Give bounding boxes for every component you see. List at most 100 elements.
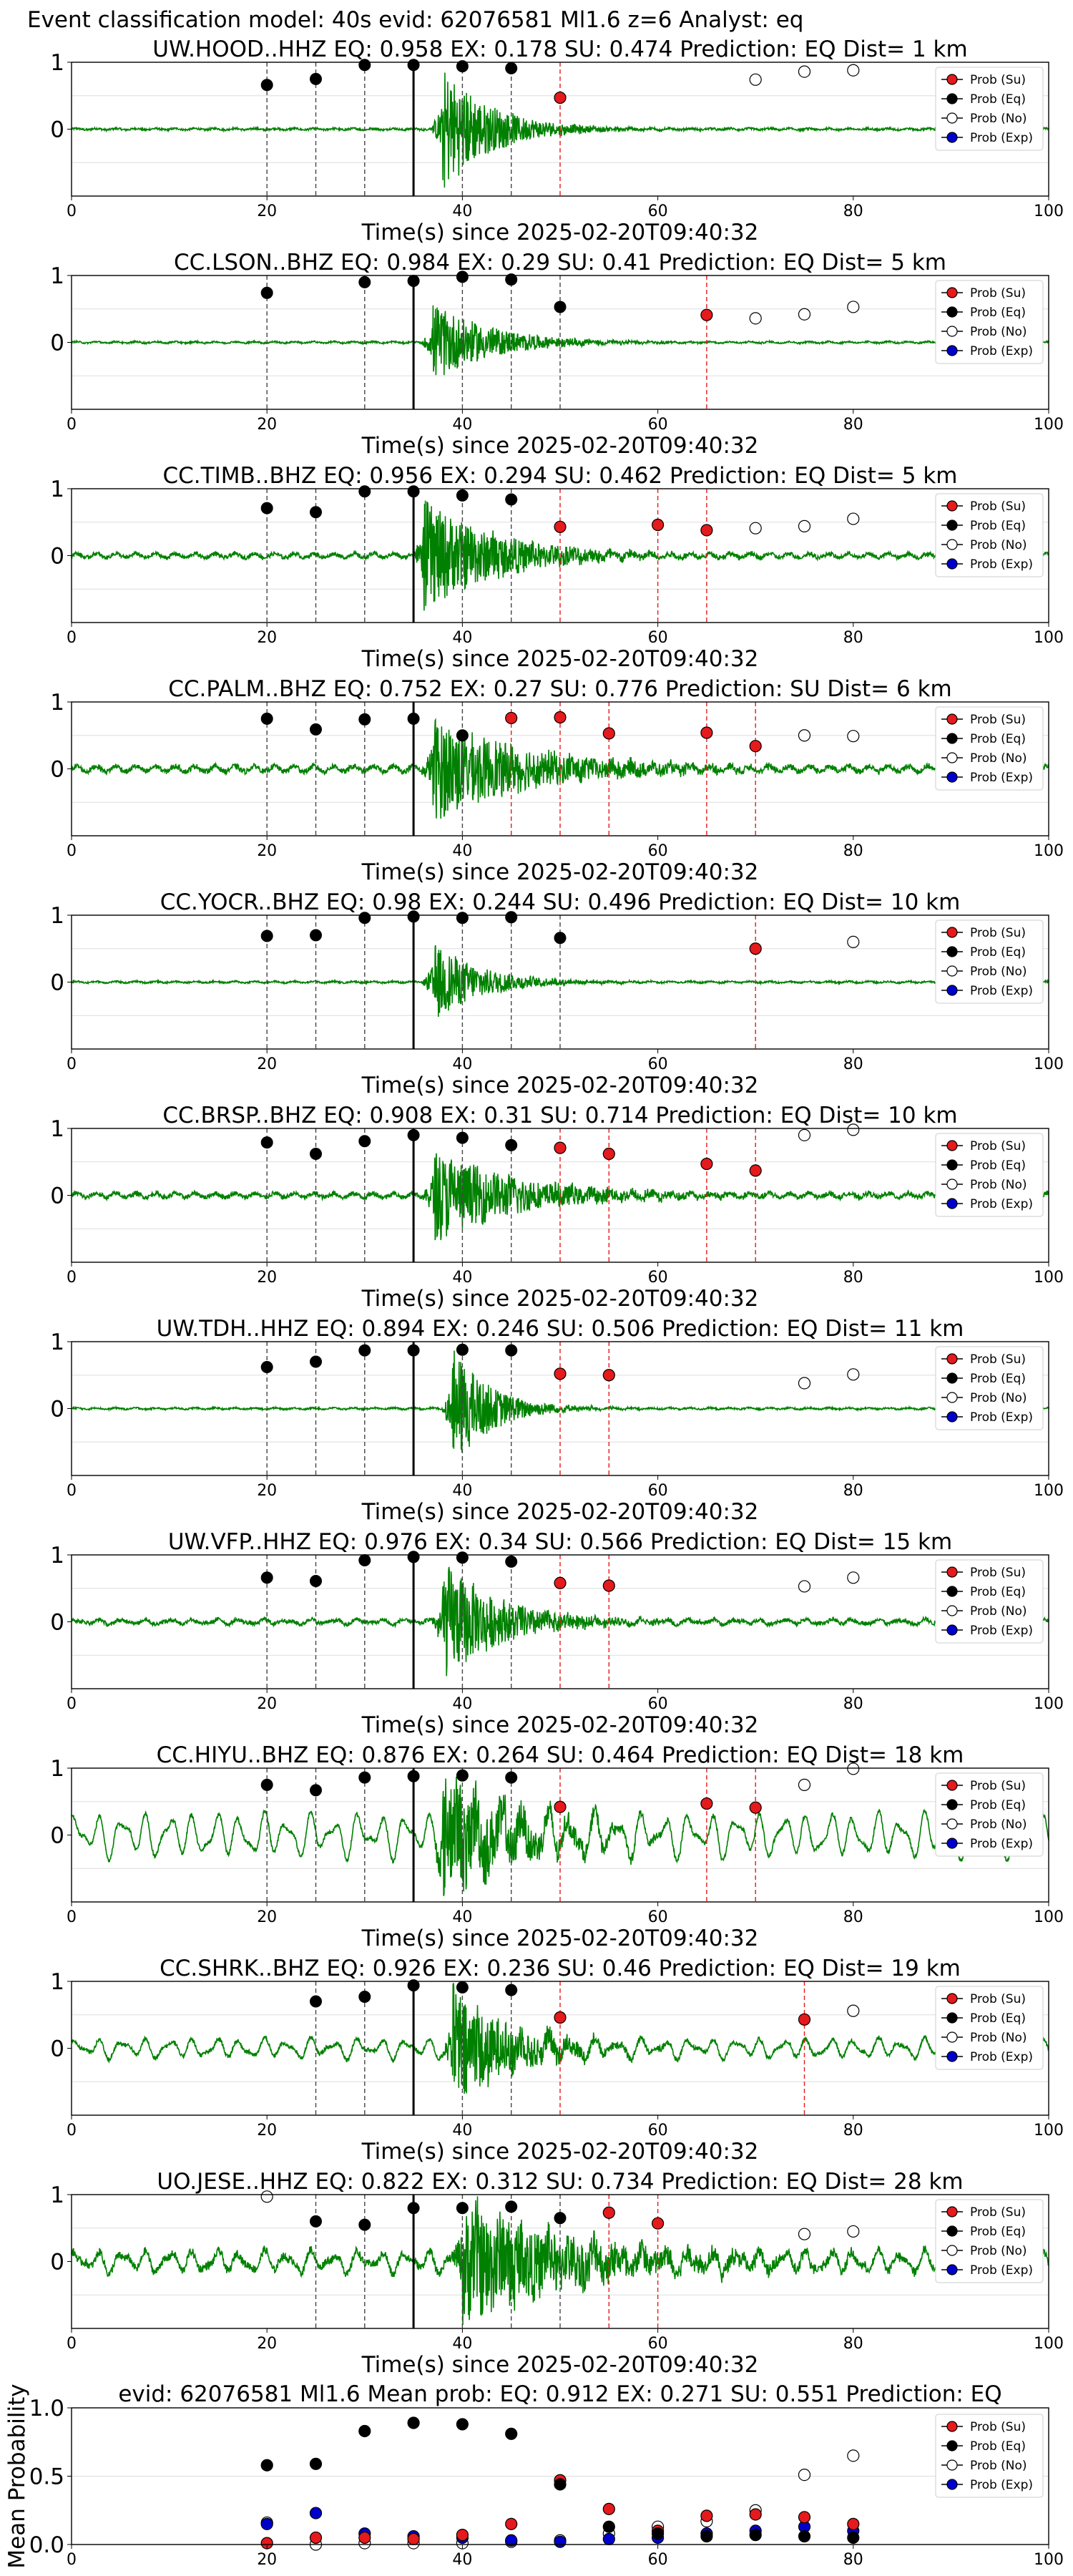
panel-12-ylabel: Mean Probability xyxy=(4,2384,30,2568)
panel-12-su-point xyxy=(505,2517,518,2530)
panel-8-xtick-label: 60 xyxy=(648,1695,668,1713)
panel-12-no-point xyxy=(798,2468,811,2482)
panel-8-legend-label: Prob (Su) xyxy=(970,1566,1026,1580)
panel-11-no-point xyxy=(847,2225,860,2238)
panel-8-xlabel: Time(s) since 2025-02-20T09:40:32 xyxy=(361,1712,759,1738)
panel-10-no-point xyxy=(847,2004,860,2017)
panel-12-eq-point xyxy=(456,2418,469,2431)
panel-7-xtick-label: 60 xyxy=(648,1482,668,1500)
panel-1-xtick-label: 80 xyxy=(843,203,863,220)
panel-5-eq-point xyxy=(260,930,273,942)
panel-12-xtick-label: 40 xyxy=(452,2551,472,2569)
panel-9-legend-marker-1 xyxy=(946,1799,958,1810)
panel-8-su-point xyxy=(602,1579,615,1592)
panel-4-ytick-label: 1 xyxy=(50,690,64,716)
panel-3-eq-point xyxy=(358,485,371,498)
panel-5-ytick-label: 0 xyxy=(50,970,64,996)
panel-8-xtick-label: 100 xyxy=(1034,1695,1064,1713)
panel-11-xtick-label: 20 xyxy=(257,2335,277,2353)
panel-12-xtick-label: 60 xyxy=(648,2551,668,2569)
panel-2-eq-point xyxy=(260,286,273,299)
panel-11-xtick-label: 40 xyxy=(452,2335,472,2353)
panel-11-eq-point xyxy=(358,2218,371,2231)
panel-1-su-point xyxy=(554,91,567,104)
panel-12-su-point xyxy=(456,2529,469,2542)
panel-7-xtick-label: 100 xyxy=(1034,1482,1064,1500)
panel-4-no-point xyxy=(847,730,860,743)
panel-5-no-point xyxy=(847,935,860,949)
panel-7-no-point xyxy=(798,1377,811,1390)
panel-12-legend-label: Prob (Exp) xyxy=(970,2478,1033,2492)
panel-1-legend-label: Prob (No) xyxy=(970,112,1027,126)
panel-3-xtick-label: 60 xyxy=(648,629,668,647)
panel-4-legend-marker-1 xyxy=(946,733,958,744)
panel-1-legend-label: Prob (Exp) xyxy=(970,131,1033,145)
panel-11-ytick-label: 0 xyxy=(50,2250,64,2275)
panel-6-xtick-label: 20 xyxy=(257,1269,277,1287)
panel-12-su-point xyxy=(602,2502,615,2515)
panel-11-legend-marker-3 xyxy=(946,2264,958,2275)
panel-3-ytick-label: 1 xyxy=(50,477,64,502)
panel-2-xtick-label: 40 xyxy=(452,416,472,434)
panel-12-legend-marker-1 xyxy=(946,2440,958,2451)
panel-9-eq-point xyxy=(260,1778,273,1791)
panel-5-legend-label: Prob (No) xyxy=(970,965,1027,979)
panel-8-legend-marker-1 xyxy=(946,1586,958,1597)
panel-11-eq-point xyxy=(407,2202,420,2215)
panel-6-legend-marker-1 xyxy=(946,1159,958,1171)
panel-4-ytick-label: 0 xyxy=(50,757,64,783)
panel-11-legend-marker-2 xyxy=(946,2245,958,2256)
panel-11-eq-point xyxy=(505,2200,518,2213)
panel-2-no-point xyxy=(749,312,762,325)
panel-12-xtick-label: 100 xyxy=(1034,2551,1064,2569)
panel-7-su-point xyxy=(554,1367,567,1380)
panel-5-su-point xyxy=(749,942,762,955)
panel-6-ytick-label: 1 xyxy=(50,1116,64,1142)
panel-3-su-point xyxy=(700,524,713,537)
panel-4: CC.PALM..BHZ EQ: 0.752 EX: 0.27 SU: 0.77… xyxy=(50,676,1064,885)
panel-3-xlabel: Time(s) since 2025-02-20T09:40:32 xyxy=(361,646,759,672)
panel-7-ytick-label: 1 xyxy=(50,1330,64,1355)
panel-9-no-point xyxy=(798,1778,811,1791)
panel-11-eq-point xyxy=(456,2202,469,2215)
panel-1-eq-point xyxy=(358,59,371,72)
panel-9-xtick-label: 80 xyxy=(843,1908,863,1926)
panel-6-eq-point xyxy=(407,1128,420,1141)
panel-4-xtick-label: 80 xyxy=(843,842,863,860)
panel-12-legend-label: Prob (Su) xyxy=(970,2420,1026,2434)
panel-6-su-point xyxy=(700,1157,713,1171)
panel-10-xtick-label: 80 xyxy=(843,2122,863,2140)
panel-7-eq-point xyxy=(407,1344,420,1357)
panel-12-eq-point xyxy=(407,2416,420,2429)
panel-5-xtick-label: 60 xyxy=(648,1055,668,1073)
panel-8: UW.VFP..HHZ EQ: 0.976 EX: 0.34 SU: 0.566… xyxy=(50,1529,1064,1738)
panel-9-xtick-label: 40 xyxy=(452,1908,472,1926)
panel-9-eq-point xyxy=(456,1769,469,1782)
panel-5-legend-marker-2 xyxy=(946,965,958,977)
panel-3-xtick-label: 100 xyxy=(1034,629,1064,647)
panel-7-eq-point xyxy=(358,1344,371,1357)
panel-3-legend-label: Prob (Su) xyxy=(970,499,1026,514)
panel-10-xtick-label: 0 xyxy=(67,2122,77,2140)
panel-3-ytick-label: 0 xyxy=(50,544,64,570)
panel-12-eq-point xyxy=(798,2529,811,2543)
panel-9-xtick-label: 0 xyxy=(67,1908,77,1926)
panel-12-exp-point xyxy=(602,2532,615,2545)
panel-1-legend-box xyxy=(935,67,1044,151)
panel-2-eq-point xyxy=(505,273,518,286)
panel-5-eq-point xyxy=(310,929,322,942)
panel-11-legend-label: Prob (No) xyxy=(970,2244,1027,2258)
panel-12-legend-marker-3 xyxy=(946,2479,958,2490)
panel-7-legend-label: Prob (Su) xyxy=(970,1352,1026,1367)
panel-1-ytick-label: 0 xyxy=(50,117,64,143)
panel-2-legend-box xyxy=(935,280,1044,364)
panel-12-ytick-label: 1.0 xyxy=(29,2396,64,2421)
panel-12-legend-label: Prob (No) xyxy=(970,2459,1027,2473)
panel-12-su-point xyxy=(407,2532,420,2545)
panel-8-ytick-label: 0 xyxy=(50,1610,64,1636)
panel-11-legend-box xyxy=(935,2199,1044,2283)
panel-9-ytick-label: 0 xyxy=(50,1823,64,1849)
panel-1-ytick-label: 1 xyxy=(50,50,64,76)
panel-12-eq-point xyxy=(749,2529,762,2542)
